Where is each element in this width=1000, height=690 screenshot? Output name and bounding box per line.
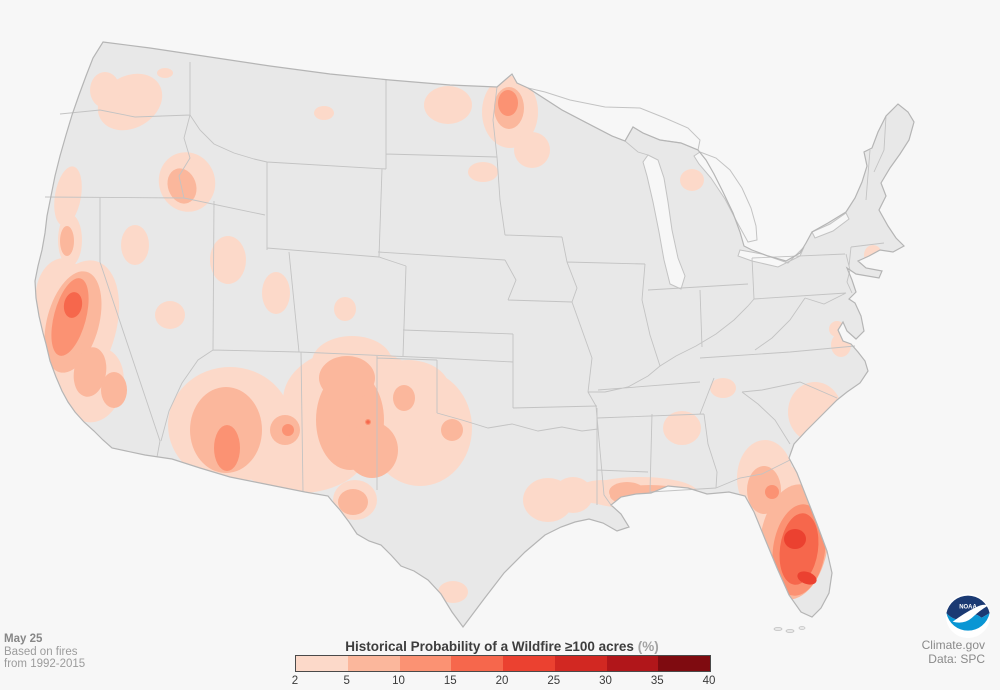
contour-blob-band-10-15 [498, 90, 518, 116]
contour-blob-band-5-10 [393, 385, 415, 411]
contour-blob-band-2-5 [424, 86, 472, 124]
contour-blob-band-5-10 [319, 356, 375, 400]
contour-blob-band-5-10 [60, 226, 74, 256]
legend-tick: 20 [495, 675, 509, 687]
credit-site: Climate.gov [921, 638, 985, 652]
legend-band-20-25 [503, 656, 555, 671]
contour-blob-band-10-15 [765, 485, 779, 499]
legend-tick-row: 2 5 10 15 20 25 30 35 40 [0, 675, 1000, 689]
contour-blob-band-2-5 [680, 169, 704, 191]
noaa-gull-icon [952, 604, 989, 623]
contour-blob-band-5-10 [101, 372, 127, 408]
contour-blob-band-2-5 [864, 245, 882, 265]
florida-keys [773, 626, 806, 634]
contour-blob-band-10-15 [214, 425, 240, 471]
us-outline [34, 41, 915, 629]
noaa-logo-sea [946, 613, 990, 631]
contour-blob-band-2-5 [710, 378, 736, 398]
probability-contours [35, 68, 882, 603]
credits-block: Climate.gov Data: SPC [921, 638, 985, 666]
contour-blob-band-2-5 [121, 225, 149, 265]
credit-data-source: Data: SPC [928, 651, 985, 666]
contour-blob-band-2-5 [663, 411, 701, 445]
legend-tick: 15 [443, 675, 457, 687]
legend-tick: 30 [599, 675, 612, 687]
contour-blob-band-2-5 [262, 272, 290, 314]
legend-band-10-15 [399, 656, 452, 671]
contour-blob-band-5-10 [747, 466, 781, 514]
contour-blob-band-15-20 [366, 420, 370, 424]
contour-blob-band-2-5 [90, 72, 120, 108]
noaa-logo: NOAA [945, 593, 991, 639]
legend-tick: 5 [343, 675, 350, 687]
contour-blob-band-2-5 [157, 68, 173, 78]
contour-blob-band-5-10 [346, 422, 398, 478]
legend-title: Historical Probability of a Wildfire ≥10… [345, 639, 658, 654]
contour-blob-band-15-20 [63, 292, 83, 318]
legend-tick: 10 [392, 675, 405, 687]
contour-blob-band-2-5 [54, 166, 82, 226]
contour-blob-band-2-5 [334, 297, 356, 321]
contour-blob-band-10-15 [282, 424, 294, 436]
legend-tick: 25 [547, 675, 561, 687]
basis-line-2: from 1992-2015 [4, 658, 86, 670]
noaa-logo-text: NOAA [959, 604, 977, 610]
date-annotation: May 25 Based on fires from 1992-2015 [4, 633, 85, 671]
contour-blob-band-2-5 [438, 581, 468, 603]
basis-line-1: Based on fires [4, 645, 78, 658]
lake-ontario [811, 212, 850, 239]
contour-blob-band-5-10 [167, 168, 197, 204]
contour-blob-band-20-25 [784, 529, 806, 549]
legend-band-25-30 [554, 656, 607, 671]
legend-title-text: Historical Probability of a Wildfire ≥10… [345, 639, 634, 654]
contour-blob-band-2-5 [788, 382, 842, 442]
contour-blob-band-20-25 [797, 571, 817, 585]
date-label: May 25 [4, 633, 43, 645]
noaa-logo-sky [946, 595, 990, 620]
contour-blob-band-5-10 [338, 489, 368, 515]
contour-blob-band-2-5 [314, 106, 334, 120]
legend-title-unit-text: (%) [637, 639, 659, 654]
legend-band-35-40 [658, 656, 710, 671]
contour-blob-band-2-5 [210, 236, 246, 284]
contour-blob-band-2-5 [155, 301, 185, 329]
legend-band-30-35 [606, 656, 659, 671]
state-borders [44, 62, 887, 506]
legend-tick: 2 [291, 675, 299, 687]
lake-michigan [642, 154, 686, 290]
contour-blob-band-5-10 [441, 419, 463, 441]
legend-band-15-20 [451, 656, 503, 671]
contour-blob-band-2-5 [514, 132, 550, 168]
legend-tick: 40 [702, 675, 716, 687]
contour-blob-band-5-10 [73, 347, 107, 397]
legend-band-2-5 [296, 656, 348, 671]
contour-blob-band-5-10 [609, 482, 645, 502]
legend-band-5-10 [347, 656, 400, 671]
legend-tick: 35 [650, 675, 664, 687]
contour-blob-band-2-5 [468, 162, 498, 182]
legend-colorbar [295, 655, 711, 672]
